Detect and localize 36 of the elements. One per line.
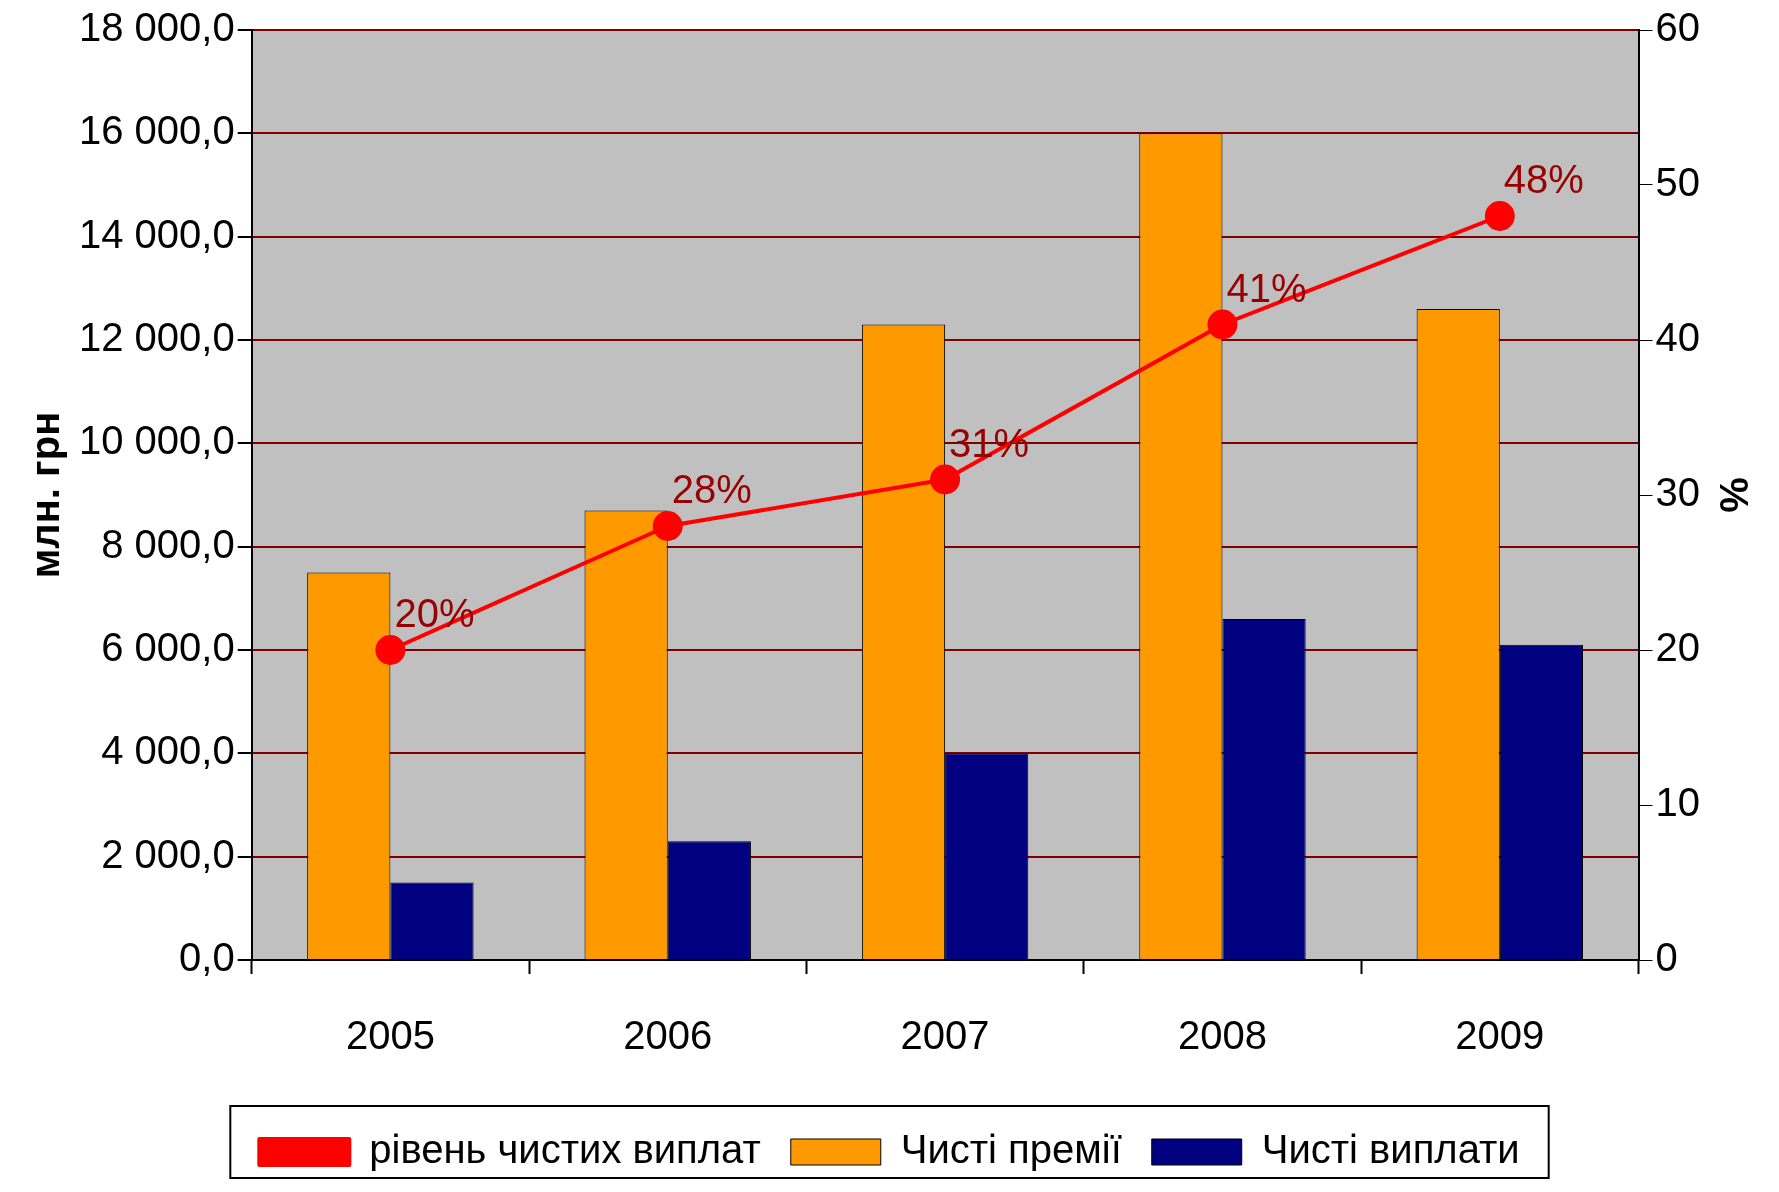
legend-label: Чисті виплати [1261, 1127, 1520, 1172]
data-label: 41% [1226, 265, 1307, 310]
y-tick-label: 4 000,0 [101, 728, 235, 773]
x-tick-label: 2005 [345, 1013, 435, 1058]
y-tick-label: 16 000,0 [79, 108, 235, 153]
y2-tick-label: 50 [1655, 160, 1701, 205]
y-tick-label: 12 000,0 [79, 315, 235, 360]
data-label: 20% [394, 591, 475, 636]
x-tick-label: 2006 [623, 1013, 713, 1058]
y-tick-label: 6 000,0 [101, 625, 235, 670]
point [375, 635, 406, 665]
y-tick-label: 0,0 [179, 935, 235, 980]
point [1484, 201, 1515, 231]
y2-tick-label: 20 [1655, 625, 1701, 670]
legend-label: рівень чистих виплат [369, 1127, 761, 1172]
x-tick-label: 2007 [900, 1013, 990, 1058]
y-tick-label: 14 000,0 [79, 211, 235, 256]
point [930, 464, 961, 495]
point [652, 511, 683, 541]
legend-label: Чисті премії [900, 1127, 1122, 1172]
y2-tick-label: 30 [1655, 470, 1701, 515]
y-tick-label: 2 000,0 [101, 831, 235, 876]
y-tick-label: 8 000,0 [101, 521, 235, 566]
point [1207, 309, 1238, 340]
y2-tick-label: 60 [1655, 5, 1701, 50]
x-tick-label: 2008 [1177, 1013, 1267, 1058]
y-tick-label: 10 000,0 [79, 418, 235, 463]
y2-tick-label: 40 [1655, 315, 1701, 360]
y2-tick-label: 0 [1655, 935, 1678, 980]
y-tick-label: 18 000,0 [79, 5, 235, 50]
y-axis-title: млн. грн [23, 411, 68, 579]
y2-axis-title: % [1711, 477, 1756, 513]
x-tick-label: 2009 [1455, 1013, 1545, 1058]
data-label: 28% [671, 467, 752, 512]
y2-tick-label: 10 [1655, 780, 1701, 825]
data-label: 48% [1503, 157, 1584, 202]
